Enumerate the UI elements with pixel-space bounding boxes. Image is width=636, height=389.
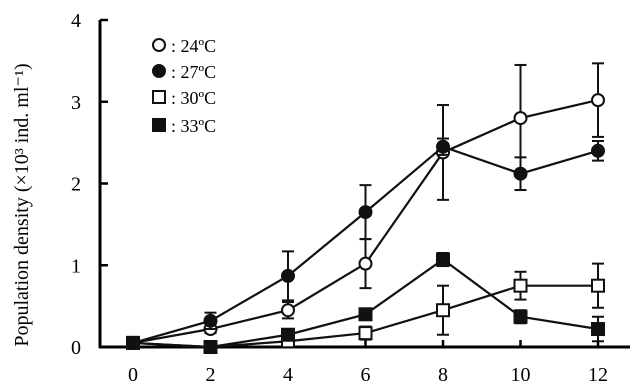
data-point xyxy=(281,268,295,283)
legend-label: : 30ºC xyxy=(171,88,216,108)
data-point xyxy=(436,139,450,154)
data-series xyxy=(126,62,605,354)
y-tick-label: 4 xyxy=(71,10,81,32)
data-point xyxy=(203,313,218,328)
data-point xyxy=(203,340,218,354)
legend-marker xyxy=(152,90,166,104)
data-point xyxy=(436,252,450,267)
legend-label: : 24ºC xyxy=(171,36,216,56)
legend-label: : 33ºC xyxy=(171,116,216,136)
data-point xyxy=(358,307,373,322)
series-4 xyxy=(126,251,605,354)
data-point xyxy=(358,326,373,341)
data-point xyxy=(513,278,528,293)
data-point xyxy=(591,322,605,337)
legend-label: : 27ºC xyxy=(171,62,216,82)
series-2 xyxy=(126,137,605,350)
data-point xyxy=(358,205,373,220)
y-tick-label: 1 xyxy=(71,255,81,277)
legend-marker xyxy=(152,118,166,132)
data-point xyxy=(436,303,450,318)
data-point xyxy=(358,256,373,271)
data-point xyxy=(281,327,295,342)
data-point xyxy=(591,278,605,293)
data-point xyxy=(591,143,605,158)
y-tick-label: 3 xyxy=(71,92,81,114)
x-tick-label: 2 xyxy=(206,364,216,386)
data-point xyxy=(513,166,528,181)
data-point xyxy=(591,93,605,108)
x-tick-label: 0 xyxy=(128,364,138,386)
legend: : 24ºC : 27ºC : 30ºC : 33ºC xyxy=(152,36,216,136)
x-tick-label: 8 xyxy=(438,364,448,386)
x-tick-label: 4 xyxy=(283,364,293,386)
data-point xyxy=(513,111,528,126)
data-point xyxy=(513,309,528,324)
x-tick-label: 6 xyxy=(361,364,371,386)
x-tick-label: 12 xyxy=(588,364,608,386)
legend-marker xyxy=(152,64,166,78)
legend-marker xyxy=(152,38,166,52)
y-tick-label: 2 xyxy=(71,174,81,196)
data-point xyxy=(281,303,295,318)
y-tick-label: 0 xyxy=(71,337,81,359)
x-tick-label: 10 xyxy=(511,364,531,386)
data-point xyxy=(126,335,140,350)
y-axis-title: Population density (×10³ ind. ml⁻¹) xyxy=(11,63,33,346)
